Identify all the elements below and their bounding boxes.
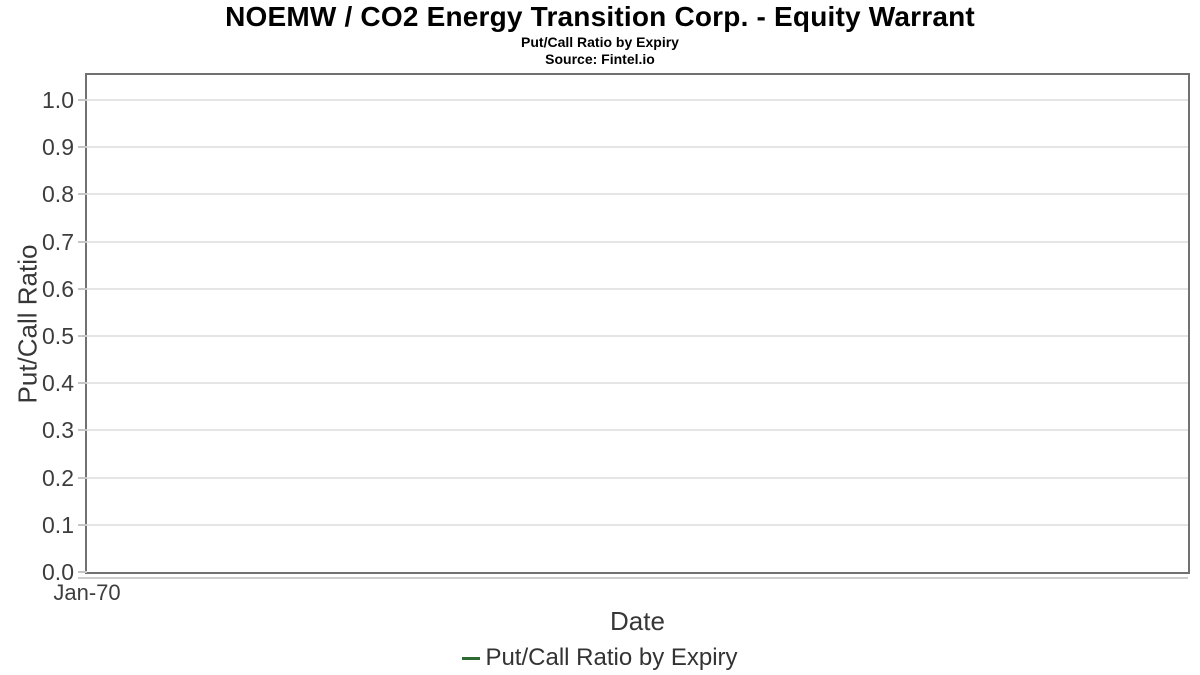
- legend[interactable]: Put/Call Ratio by Expiry: [0, 643, 1200, 673]
- y-tick-label: 0.2: [42, 464, 74, 491]
- y-tick-mark: [78, 335, 87, 337]
- y-tick-mark: [78, 382, 87, 385]
- y-tick-label: 0.0: [42, 559, 74, 585]
- x-axis-title: Date: [610, 606, 665, 636]
- legend-line-marker-icon: [462, 656, 481, 660]
- y-gridline: [87, 287, 1188, 290]
- chart-subtitle: Put/Call Ratio by Expiry: [521, 34, 679, 50]
- legend-series-label: Put/Call Ratio by Expiry: [485, 644, 738, 671]
- y-gridline: [87, 476, 1188, 479]
- y-tick-label: 0.4: [42, 370, 74, 397]
- y-gridline: [87, 429, 1188, 432]
- y-tick-mark: [78, 240, 87, 243]
- y-gridline: [87, 146, 1188, 149]
- y-tick-mark: [78, 146, 87, 149]
- y-tick-mark: [78, 523, 87, 526]
- chart-source-credit: Source: Fintel.io: [545, 51, 655, 67]
- y-tick-label: 1.0: [42, 87, 74, 113]
- y-tick-label: 0.9: [42, 134, 74, 161]
- y-gridline: [87, 240, 1188, 243]
- y-tick-label: 0.5: [42, 323, 74, 349]
- y-tick-mark: [78, 99, 87, 101]
- y-axis-title: Put/Call Ratio: [12, 244, 43, 404]
- y-tick-label: 0.7: [42, 228, 74, 255]
- x-axis-line: [78, 577, 1188, 579]
- y-tick-mark: [78, 429, 87, 432]
- y-tick-mark: [78, 193, 87, 196]
- y-tick-mark: [78, 476, 87, 479]
- y-gridline: [87, 335, 1188, 337]
- plot-area: [85, 73, 1190, 574]
- chart-title: NOEMW / CO2 Energy Transition Corp. - Eq…: [225, 1, 975, 32]
- y-tick-mark: [78, 287, 87, 290]
- y-tick-label: 0.8: [42, 181, 74, 208]
- y-gridline: [87, 382, 1188, 385]
- y-tick-label: 0.3: [42, 417, 74, 444]
- x-tick-label: Jan-70: [53, 580, 121, 605]
- y-tick-label: 0.1: [42, 511, 74, 538]
- y-gridline: [87, 193, 1188, 196]
- y-tick-label: 0.6: [42, 275, 74, 302]
- y-gridline: [87, 99, 1188, 101]
- y-gridline: [87, 523, 1188, 526]
- y-tick-mark: [78, 571, 87, 573]
